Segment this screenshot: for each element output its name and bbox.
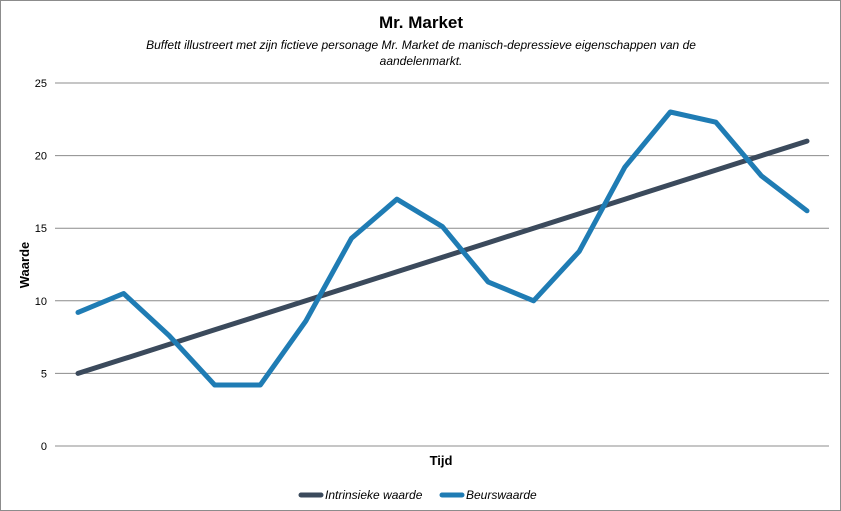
legend: Intrinsieke waarde Beurswaarde [298,488,537,502]
y-tick-label: 0 [41,441,47,453]
legend-label: Beurswaarde [466,488,537,502]
y-tick-label: 25 [35,78,47,90]
y-tick-label: 10 [35,296,47,308]
y-tick-label: 5 [41,368,47,380]
y-tick-label: 15 [35,223,47,235]
y-tick-labels: 0 5 10 15 20 25 [35,78,47,453]
chart-subtitle-line-2: aandelenmarkt. [380,54,463,68]
x-axis-label: Tijd [430,453,453,468]
y-axis-label: Waarde [17,242,32,288]
series-line-beurswaarde [75,109,810,388]
y-tick-label: 20 [35,151,47,163]
chart-subtitle-line-1: Buffett illustreert met zijn fictieve pe… [146,38,696,52]
gridlines [55,82,829,447]
chart-title: Mr. Market [379,13,463,32]
series-lines [75,109,810,388]
series-line-intrinsieke-waarde [75,138,810,376]
legend-label: Intrinsieke waarde [325,488,423,502]
